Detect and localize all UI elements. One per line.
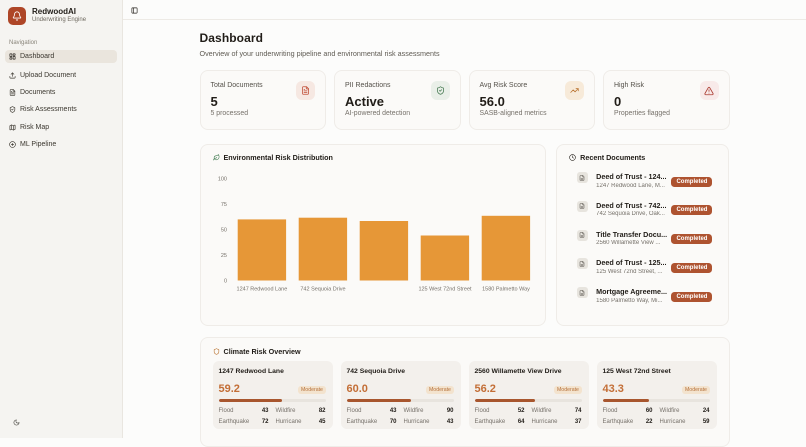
svg-text:125 West 72nd Street: 125 West 72nd Street (418, 287, 472, 293)
svg-text:25: 25 (220, 253, 226, 259)
svg-text:100: 100 (217, 176, 226, 182)
svg-text:1247 Redwood Lane: 1247 Redwood Lane (236, 287, 287, 293)
svg-text:75: 75 (220, 202, 226, 208)
svg-text:1580 Palmetto Way: 1580 Palmetto Way (482, 287, 530, 293)
svg-text:0: 0 (223, 278, 226, 284)
svg-text:742 Sequoia Drive: 742 Sequoia Drive (300, 287, 345, 293)
svg-text:50: 50 (220, 227, 226, 233)
